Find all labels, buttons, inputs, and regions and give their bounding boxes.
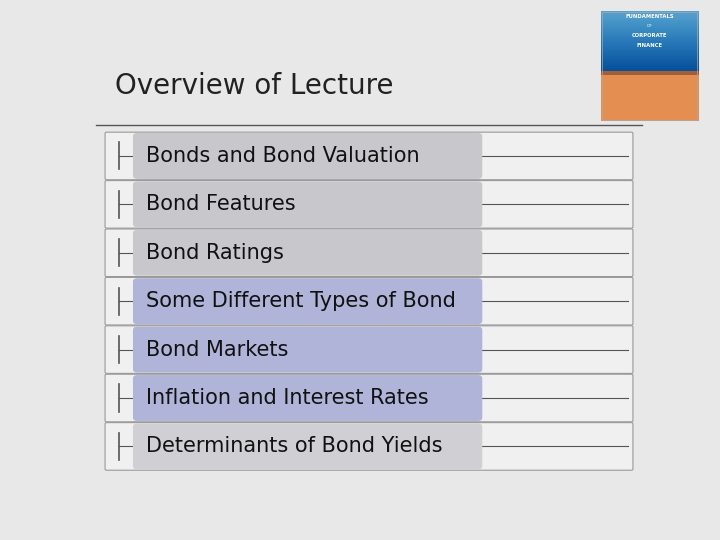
FancyBboxPatch shape	[133, 181, 482, 227]
Text: Bond Features: Bond Features	[145, 194, 295, 214]
Text: Bond Markets: Bond Markets	[145, 340, 288, 360]
FancyBboxPatch shape	[133, 423, 482, 469]
FancyBboxPatch shape	[105, 180, 633, 228]
FancyBboxPatch shape	[105, 374, 633, 422]
FancyBboxPatch shape	[105, 326, 633, 373]
FancyBboxPatch shape	[133, 375, 482, 421]
FancyBboxPatch shape	[133, 133, 482, 179]
Text: Determinants of Bond Yields: Determinants of Bond Yields	[145, 436, 442, 456]
Text: Inflation and Interest Rates: Inflation and Interest Rates	[145, 388, 428, 408]
FancyBboxPatch shape	[105, 132, 633, 180]
Text: OF: OF	[647, 24, 653, 28]
FancyBboxPatch shape	[105, 278, 633, 325]
Text: Bonds and Bond Valuation: Bonds and Bond Valuation	[145, 146, 420, 166]
FancyBboxPatch shape	[105, 229, 633, 276]
FancyBboxPatch shape	[133, 278, 482, 324]
Text: Some Different Types of Bond: Some Different Types of Bond	[145, 291, 456, 311]
Text: Overview of Lecture: Overview of Lecture	[115, 72, 394, 100]
FancyBboxPatch shape	[133, 327, 482, 373]
Text: FUNDAMENTALS: FUNDAMENTALS	[626, 14, 674, 19]
FancyBboxPatch shape	[133, 230, 482, 276]
Text: CORPORATE: CORPORATE	[632, 33, 667, 38]
FancyBboxPatch shape	[105, 423, 633, 470]
Text: FINANCE: FINANCE	[636, 43, 663, 48]
Text: Bond Ratings: Bond Ratings	[145, 243, 284, 263]
